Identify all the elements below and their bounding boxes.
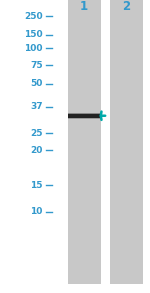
Text: 1: 1: [80, 0, 88, 13]
Text: 150: 150: [24, 30, 43, 39]
Text: 100: 100: [24, 44, 43, 53]
Bar: [110, 0, 142, 284]
Text: 10: 10: [30, 207, 43, 216]
Bar: [68, 113, 100, 119]
Text: 250: 250: [24, 12, 43, 21]
Text: 37: 37: [30, 103, 43, 111]
Bar: [68, 0, 100, 284]
Text: 2: 2: [122, 0, 130, 13]
Text: 50: 50: [30, 79, 43, 88]
Text: 15: 15: [30, 181, 43, 190]
Bar: [68, 113, 100, 114]
Text: 20: 20: [30, 146, 43, 155]
Text: 25: 25: [30, 129, 43, 138]
Bar: [68, 118, 100, 119]
Text: 75: 75: [30, 61, 43, 69]
